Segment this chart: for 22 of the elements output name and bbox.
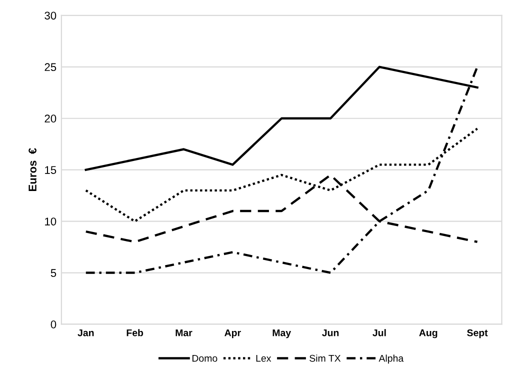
x-tick-label: Apr [224,329,241,338]
line-series [84,66,478,274]
legend-label: Alpha [378,354,404,364]
y-tick-label: 30 [44,12,56,20]
y-tick-label: 20 [44,114,56,123]
x-tick-label: Jul [372,329,386,336]
y-tick-label: 5 [50,269,56,277]
x-tick-label: Feb [126,329,144,336]
legend-label: Domo [192,354,218,362]
y-tick-label: 0 [50,320,56,328]
legend-label: Lex [256,354,272,362]
y-axis-title: Euros € [28,148,36,192]
y-tick-label: 15 [45,166,56,174]
x-tick-label: Mar [176,329,192,336]
x-tick-label: Jan [78,329,94,336]
x-tick-label: Sept [467,329,488,338]
legend-label: Sim TX [310,354,341,362]
x-tick-label: Jun [322,329,339,336]
y-tick-label: 10 [45,218,56,226]
x-tick-label: Aug [419,329,438,338]
x-tick-label: May [272,329,292,338]
y-tick-label: 25 [44,63,56,72]
